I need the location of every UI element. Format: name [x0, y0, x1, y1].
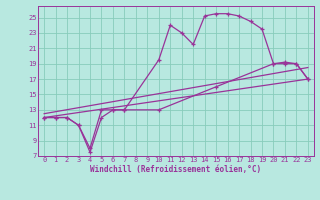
X-axis label: Windchill (Refroidissement éolien,°C): Windchill (Refroidissement éolien,°C) — [91, 165, 261, 174]
